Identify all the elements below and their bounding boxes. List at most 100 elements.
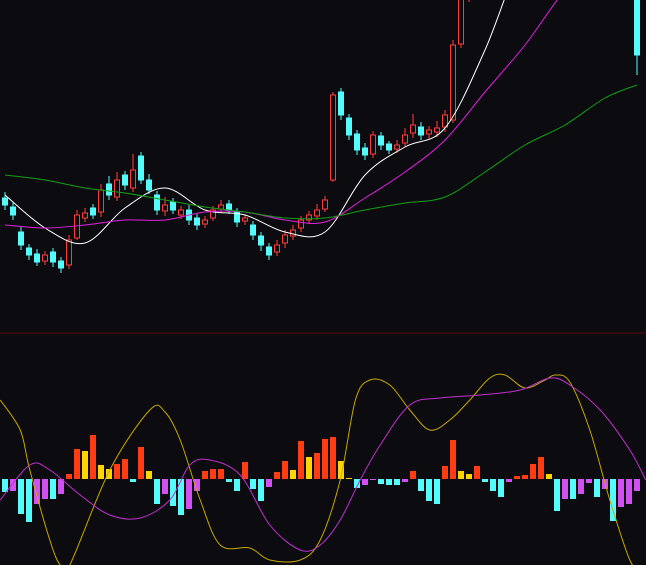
histogram-bar [418, 479, 424, 491]
histogram-bar [538, 457, 544, 479]
histogram-bar [210, 469, 216, 479]
histogram-bar [610, 479, 616, 521]
candle-body [90, 207, 96, 216]
candle-body [250, 224, 256, 236]
histogram-bar [282, 461, 288, 479]
indicator-line [4, 84, 638, 220]
histogram-bar [306, 457, 312, 479]
candle-body [290, 229, 296, 237]
histogram-bar [426, 479, 432, 501]
candle-body [138, 155, 144, 181]
histogram-bar [58, 479, 64, 494]
histogram-bar [162, 479, 168, 494]
candle-body [410, 124, 416, 134]
histogram-bar [98, 465, 104, 479]
indicator-line [4, 0, 505, 245]
candle-body [170, 201, 176, 211]
histogram-bar [394, 479, 400, 485]
histogram-bar [170, 479, 176, 506]
histogram-bar [218, 469, 224, 479]
histogram-bar [274, 472, 280, 479]
candle-body [298, 219, 304, 229]
candle-body [18, 231, 24, 246]
histogram-bar [50, 479, 56, 499]
candle-body [330, 94, 336, 181]
histogram-bar [498, 479, 504, 497]
histogram-bar [146, 471, 152, 479]
candle-body [266, 246, 272, 256]
histogram-bar [410, 471, 416, 479]
histogram-bar [530, 464, 536, 479]
candle-body [354, 133, 360, 151]
candle-body [58, 260, 64, 269]
histogram-bar [114, 464, 120, 479]
candle-body [98, 189, 104, 213]
indicator-line [0, 373, 634, 565]
candle-body [458, 0, 464, 45]
candle-body [2, 197, 8, 206]
candle-body [106, 183, 112, 196]
histogram-bar [618, 479, 624, 507]
candle-body [146, 179, 152, 191]
histogram-bar [34, 479, 40, 504]
histogram-bar [338, 461, 344, 479]
candle-body [386, 143, 392, 151]
histogram-bar [522, 475, 528, 479]
histogram-bar [562, 479, 568, 499]
histogram-bar [122, 459, 128, 479]
histogram-bar [586, 479, 592, 483]
candle-body [114, 179, 120, 198]
candle-body [210, 209, 216, 219]
histogram-bar [242, 462, 248, 479]
histogram-bar [378, 479, 384, 484]
histogram-bar [266, 479, 272, 487]
histogram-bar [66, 474, 72, 479]
candle-body [258, 235, 264, 246]
histogram-bar [314, 453, 320, 479]
histogram-bar [202, 471, 208, 479]
histogram-bar [298, 441, 304, 479]
histogram-bar [42, 479, 48, 499]
candle-body [242, 217, 248, 222]
candle-body [282, 234, 288, 244]
histogram-bar [474, 466, 480, 479]
candle-body [194, 217, 200, 226]
histogram-bar [346, 478, 352, 479]
histogram-bar [234, 479, 240, 491]
histogram-bar [250, 479, 256, 489]
candle-body [82, 212, 88, 219]
histogram-bar [194, 479, 200, 491]
histogram-bar [138, 447, 144, 479]
candle-body [346, 117, 352, 136]
histogram-bar [450, 440, 456, 479]
candle-body [402, 134, 408, 144]
histogram-bar [290, 470, 296, 479]
candle-body [42, 254, 48, 262]
histogram-bar [506, 479, 512, 482]
histogram-bar [322, 439, 328, 479]
candle-body [418, 126, 424, 136]
histogram-bar [490, 479, 496, 491]
candle-body [274, 244, 280, 253]
histogram-bar [458, 471, 464, 479]
indicator-line [4, 0, 558, 229]
histogram-bar [626, 479, 632, 504]
candle-body [34, 253, 40, 263]
histogram-bar [18, 479, 24, 514]
candle-body [322, 199, 328, 210]
price-panel [2, 0, 640, 273]
histogram-bar [90, 435, 96, 479]
histogram-bar [130, 479, 136, 482]
candle-body [66, 239, 72, 266]
histogram-bar [258, 479, 264, 501]
histogram-bar [514, 476, 520, 479]
indicator-panel [0, 373, 646, 565]
candle-body [202, 219, 208, 225]
histogram-bar [554, 479, 560, 511]
histogram-bar [634, 479, 640, 491]
histogram-bar [362, 479, 368, 485]
candle-body [178, 209, 184, 216]
histogram-bar [402, 479, 408, 482]
candle-body [434, 127, 440, 133]
